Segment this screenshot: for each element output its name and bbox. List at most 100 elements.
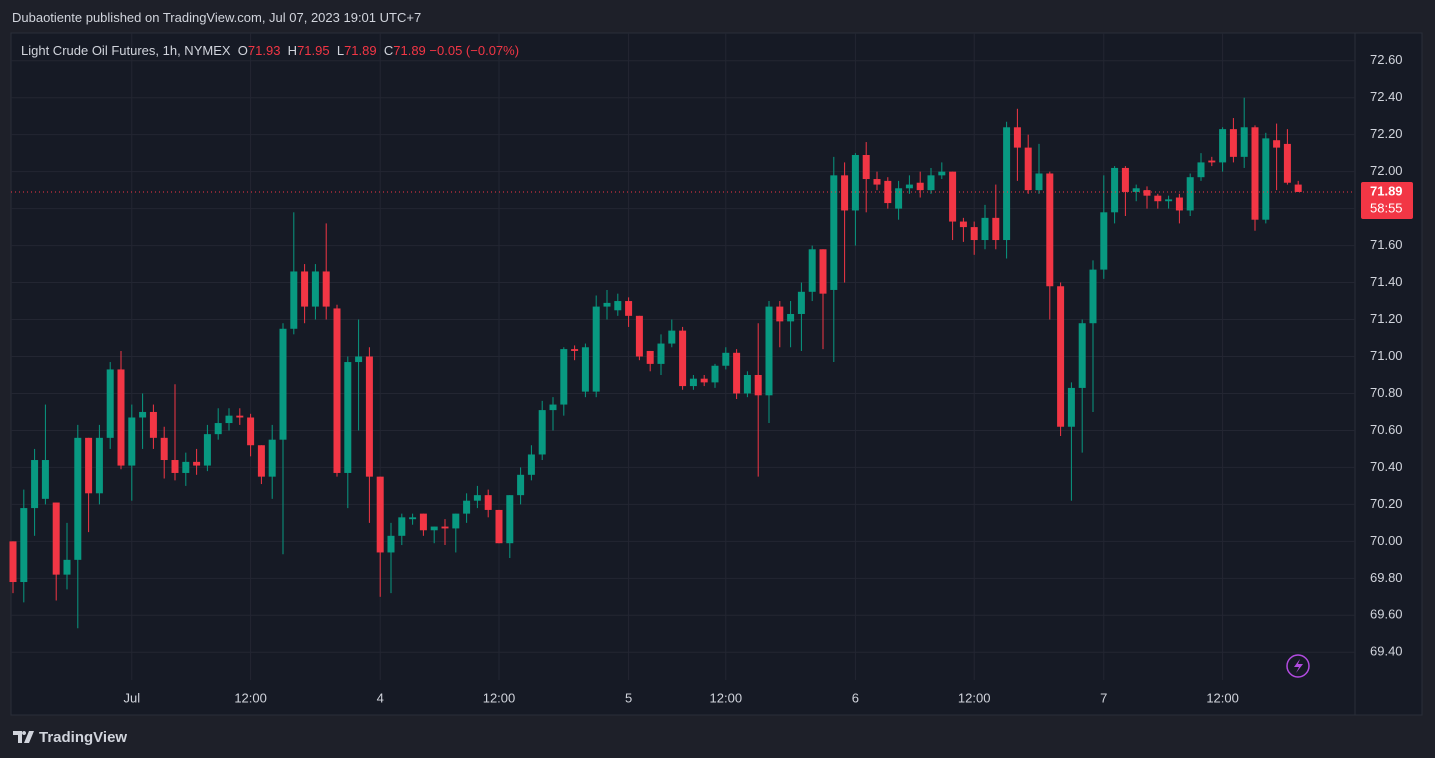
candle-body <box>1003 127 1011 241</box>
x-tick-label: 12:00 <box>234 690 267 705</box>
candle-body <box>74 437 82 560</box>
candle-body <box>808 249 816 292</box>
candle-body <box>171 460 179 473</box>
candle-body <box>851 155 859 211</box>
candle-body <box>635 315 643 357</box>
x-tick-label: 5 <box>625 690 632 705</box>
candle-body <box>106 369 114 438</box>
candle-body <box>9 541 17 583</box>
candle-body <box>419 513 427 531</box>
candle-body <box>819 249 827 294</box>
candle-body <box>1100 212 1108 270</box>
candle-body <box>160 437 168 461</box>
candle-body <box>830 175 838 290</box>
y-tick-label: 72.60 <box>1370 52 1403 67</box>
candle-body <box>52 502 60 575</box>
brand: TradingView <box>39 729 127 746</box>
candle-body <box>301 271 309 307</box>
candle-body <box>797 291 805 314</box>
y-tick-label: 72.20 <box>1370 126 1403 141</box>
candle-body <box>895 188 903 209</box>
candle-body <box>311 271 319 307</box>
candle-body <box>268 439 276 477</box>
candle-body <box>139 411 147 418</box>
candle-body <box>1121 167 1129 192</box>
candle-body <box>646 350 654 364</box>
candle-body <box>862 155 870 180</box>
candle-body <box>95 437 103 494</box>
last-price-tag <box>1361 181 1413 219</box>
candle-body <box>841 175 849 211</box>
candle-body <box>1165 199 1173 202</box>
candle-body <box>949 171 957 222</box>
candle-body <box>117 369 125 466</box>
candle-body <box>279 328 287 440</box>
y-tick-label: 69.60 <box>1370 607 1403 622</box>
candle-body <box>527 454 535 475</box>
candle-body <box>1057 286 1065 427</box>
candle-body <box>31 460 39 509</box>
candle-body <box>365 356 373 477</box>
candle-body <box>322 271 330 307</box>
ohlc-value: 71.89 <box>344 43 377 58</box>
candle-body <box>1262 138 1270 220</box>
candle-body <box>1111 167 1119 213</box>
candle-body <box>938 171 946 176</box>
candle-body <box>970 227 978 241</box>
candle-body <box>603 302 611 307</box>
alert-bolt <box>1294 659 1303 673</box>
candle-body <box>981 217 989 241</box>
candle-body <box>1154 195 1162 202</box>
candle-body <box>959 221 967 228</box>
candle-body <box>1175 197 1183 211</box>
candle-body <box>571 349 579 351</box>
candle-body <box>517 474 525 496</box>
candle-body <box>41 460 49 499</box>
last-price-label: 71.89 <box>1370 183 1403 198</box>
candle-body <box>85 437 93 494</box>
countdown: 58:55 <box>1370 200 1403 215</box>
candle-body <box>63 559 71 575</box>
candle-body <box>128 417 136 466</box>
candle-body <box>927 175 935 191</box>
candle-body <box>452 513 460 529</box>
y-tick-label: 71.60 <box>1370 237 1403 252</box>
y-tick-label: 70.00 <box>1370 533 1403 548</box>
y-tick-label: 70.80 <box>1370 385 1403 400</box>
candle-body <box>581 347 589 392</box>
candle-body <box>495 509 503 544</box>
candle-body <box>679 330 687 387</box>
candle-body <box>409 517 417 520</box>
candle-body <box>1143 190 1151 196</box>
candle-body <box>257 445 265 477</box>
published-line: Dubaotiente published on TradingView.com… <box>12 10 422 25</box>
candles <box>9 97 1302 629</box>
candle-body <box>398 517 406 536</box>
candle-body <box>355 356 363 363</box>
candle-body <box>743 374 751 394</box>
candle-body <box>1132 188 1140 192</box>
candle-body <box>722 352 730 366</box>
candle-body <box>376 476 384 553</box>
x-tick-label: 12:00 <box>1206 690 1239 705</box>
y-tick-label: 71.40 <box>1370 274 1403 289</box>
candle-body <box>430 526 438 531</box>
ohlc-label: L <box>336 43 345 58</box>
candle-body <box>225 415 233 424</box>
candle-body <box>333 308 341 473</box>
candle-body <box>754 374 762 396</box>
candle-body <box>625 301 633 316</box>
brand-logo <box>13 731 34 743</box>
candle-body <box>1219 129 1227 163</box>
candle-body <box>1208 160 1216 163</box>
y-tick-label: 71.00 <box>1370 348 1403 363</box>
x-tick-label: 12:00 <box>710 690 743 705</box>
y-tick-label: 70.60 <box>1370 422 1403 437</box>
alert-icon[interactable] <box>1286 654 1310 678</box>
candle-body <box>538 410 546 455</box>
y-tick-label: 70.40 <box>1370 459 1403 474</box>
candle-body <box>873 179 881 185</box>
ohlc-label: O <box>237 43 248 58</box>
